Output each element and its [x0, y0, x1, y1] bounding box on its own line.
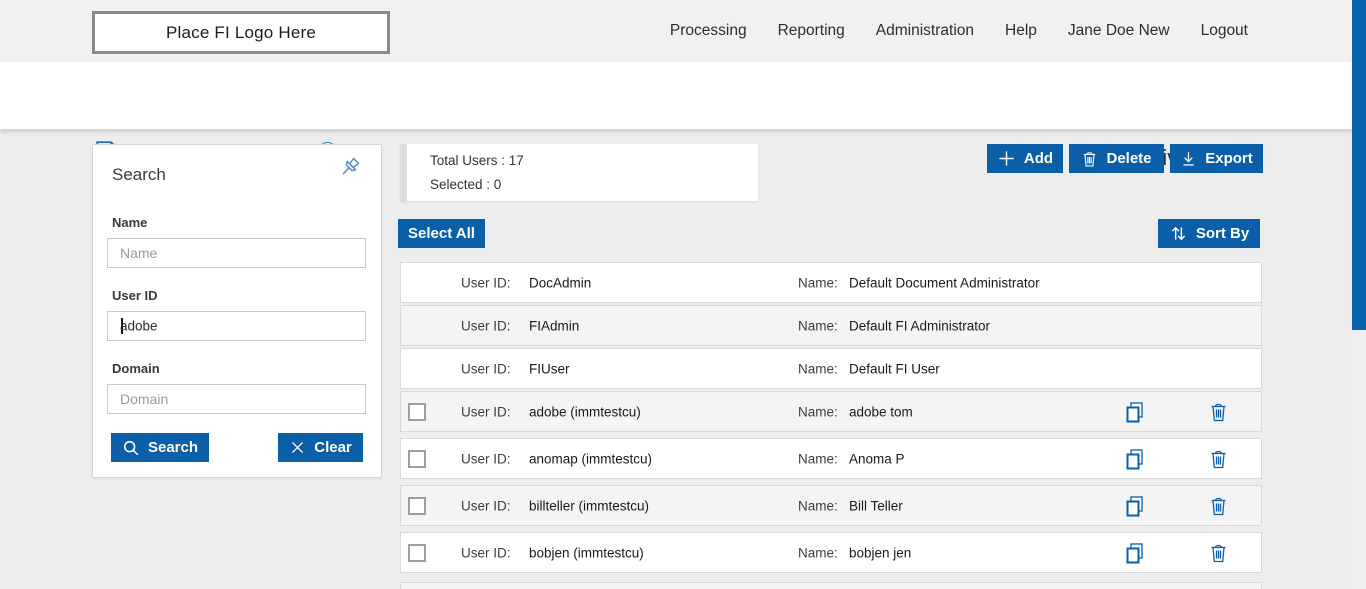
selected-count: Selected : 0	[430, 177, 502, 192]
table-row[interactable]: User ID: DocAdmin Name: Default Document…	[400, 262, 1262, 303]
trash-icon	[1211, 497, 1225, 515]
delete-user-button[interactable]	[1205, 399, 1231, 425]
name-label: Name:	[798, 361, 838, 376]
domain-input[interactable]: Domain	[107, 384, 366, 414]
copy-user-button[interactable]	[1122, 446, 1148, 472]
user-id-label: User ID:	[461, 318, 511, 333]
user-id-label: User ID:	[461, 404, 511, 419]
user-id-label: User ID:	[461, 498, 511, 513]
sort-by-button[interactable]: Sort By	[1158, 219, 1260, 248]
sort-arrows-icon	[1171, 226, 1186, 241]
duplicate-icon	[1126, 448, 1143, 469]
table-row[interactable]: User ID: bobjen (immtestcu) Name: bobjen…	[400, 532, 1262, 573]
user-id-value: adobe (immtestcu)	[529, 404, 641, 419]
duplicate-icon	[1126, 495, 1143, 516]
download-icon	[1183, 151, 1194, 166]
row-checkbox[interactable]	[408, 449, 426, 468]
user-id-value: FIUser	[529, 361, 570, 376]
name-label: Name:	[798, 545, 838, 560]
scrollbar-thumb[interactable]	[1352, 0, 1366, 330]
copy-user-button[interactable]	[1122, 399, 1148, 425]
user-id-label: User ID:	[461, 361, 511, 376]
name-value: Default FI User	[849, 361, 940, 376]
nav-help[interactable]: Help	[1005, 22, 1037, 39]
name-label: Name:	[798, 275, 838, 290]
name-label: Name:	[798, 451, 838, 466]
total-users-count: Total Users : 17	[430, 153, 524, 168]
add-user-button[interactable]: Add	[987, 144, 1063, 173]
row-checkbox[interactable]	[408, 402, 426, 421]
summary-box: Total Users : 17 Selected : 0	[400, 144, 758, 201]
delete-users-button[interactable]: Delete	[1069, 144, 1164, 173]
search-button[interactable]: Search	[111, 433, 209, 462]
name-value: Default FI Administrator	[849, 318, 991, 333]
table-row[interactable]: User ID: billteller (immtestcu) Name: Bi…	[400, 485, 1262, 526]
name-input-placeholder: Name	[120, 245, 158, 261]
export-button[interactable]: Export	[1170, 144, 1263, 173]
x-icon	[292, 441, 304, 454]
domain-input-placeholder: Domain	[120, 391, 169, 407]
table-row[interactable]: User ID: anomap (immtestcu) Name: Anoma …	[400, 438, 1262, 479]
search-panel: Search Name Name User ID adobe Domain Do…	[92, 144, 382, 478]
search-panel-title: Search	[112, 165, 166, 184]
name-value: bobjen jen	[849, 545, 912, 560]
fi-logo-placeholder: Place FI Logo Here	[92, 11, 390, 54]
user-id-value: billteller (immtestcu)	[529, 498, 650, 513]
text-caret	[121, 318, 123, 334]
row-checkbox[interactable]	[408, 496, 426, 515]
user-id-label: User ID:	[461, 451, 511, 466]
top-bar: Place FI Logo Here Processing Reporting …	[0, 0, 1366, 62]
page-header: User Maintenance i Kinective Sign	[0, 62, 1366, 170]
name-value: Anoma P	[849, 451, 905, 466]
user-id-value: bobjen (immtestcu)	[529, 545, 644, 560]
delete-user-button[interactable]	[1205, 493, 1231, 519]
table-row-partial[interactable]	[400, 582, 1262, 589]
user-id-field-label: User ID	[112, 288, 158, 303]
clear-button[interactable]: Clear	[278, 433, 363, 462]
name-label: Name:	[798, 498, 838, 513]
name-value: adobe tom	[849, 404, 913, 419]
pin-panel-icon[interactable]	[337, 156, 363, 182]
nav-user-menu[interactable]: Jane Doe New	[1067, 22, 1170, 39]
nav-logout[interactable]: Logout	[1200, 22, 1248, 39]
magnifier-icon	[123, 440, 139, 455]
name-field-label: Name	[112, 215, 148, 230]
select-all-button[interactable]: Select All	[398, 219, 485, 248]
user-id-label: User ID:	[461, 545, 511, 560]
trash-icon	[1084, 151, 1096, 167]
table-row[interactable]: User ID: FIUser Name: Default FI User	[400, 348, 1262, 389]
domain-field-label: Domain	[112, 361, 160, 376]
delete-user-button[interactable]	[1205, 540, 1231, 566]
user-id-input-value: adobe	[120, 318, 158, 334]
name-value: Bill Teller	[849, 498, 903, 513]
plus-icon	[999, 151, 1014, 166]
name-label: Name:	[798, 404, 838, 419]
user-id-value: FIAdmin	[529, 318, 580, 333]
trash-icon	[1211, 544, 1225, 562]
user-id-input[interactable]: adobe	[107, 311, 366, 341]
name-label: Name:	[798, 318, 838, 333]
trash-icon	[1211, 450, 1225, 468]
copy-user-button[interactable]	[1122, 540, 1148, 566]
table-row[interactable]: User ID: FIAdmin Name: Default FI Admini…	[400, 305, 1262, 346]
user-id-value: DocAdmin	[529, 275, 592, 290]
delete-user-button[interactable]	[1205, 446, 1231, 472]
user-id-label: User ID:	[461, 275, 511, 290]
table-row[interactable]: User ID: adobe (immtestcu) Name: adobe t…	[400, 391, 1262, 432]
nav-administration[interactable]: Administration	[875, 22, 975, 39]
name-input[interactable]: Name	[107, 238, 366, 268]
name-value: Default Document Administrator	[849, 275, 1040, 290]
main-nav: Processing Reporting Administration Help…	[670, 0, 1248, 62]
duplicate-icon	[1126, 542, 1143, 563]
trash-icon	[1211, 403, 1225, 421]
duplicate-icon	[1126, 401, 1143, 422]
nav-processing[interactable]: Processing	[669, 22, 747, 39]
scrollbar-track[interactable]	[1352, 0, 1366, 589]
copy-user-button[interactable]	[1122, 493, 1148, 519]
user-id-value: anomap (immtestcu)	[529, 451, 653, 466]
row-checkbox[interactable]	[408, 543, 426, 562]
nav-reporting[interactable]: Reporting	[777, 22, 845, 39]
